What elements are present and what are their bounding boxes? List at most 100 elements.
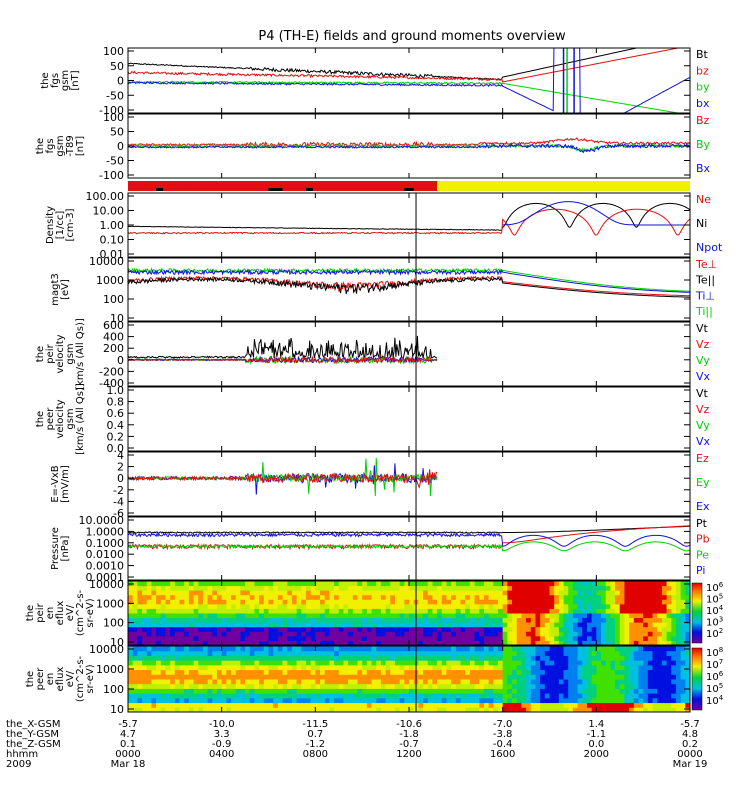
ylabel-line: (cm^2-s- — [75, 589, 86, 636]
axis-value: 0.0 — [588, 739, 604, 750]
series-bz — [128, 48, 681, 83]
figure-title: P4 (TH-E) fields and ground moments over… — [258, 29, 566, 44]
plot-area-efield — [128, 457, 438, 497]
ytick-label-fgs: 50 — [110, 60, 124, 73]
ylabel-line: the — [25, 605, 36, 621]
ytick-label-efield: -6 — [113, 507, 124, 520]
ytick-label-peer_velocity: 0.0 — [107, 442, 125, 455]
axis-value: -10.6 — [396, 719, 422, 730]
series-Te|| — [128, 276, 690, 298]
ytick-label-fgs: 0 — [117, 75, 124, 88]
ytick-label-peer_velocity: 0.2 — [107, 430, 125, 443]
series-bx — [128, 48, 690, 113]
legend-density-Npot: Npot — [696, 241, 723, 254]
legend-peir_velocity-Vx: Vx — [696, 370, 711, 383]
ytick-label-fgs: -50 — [106, 89, 124, 102]
plot-area-fgs_t89 — [128, 137, 690, 154]
legend-fgs_t89-Bx: Bx — [696, 162, 711, 175]
legend-temperature-Ti⊥: Ti⊥ — [695, 289, 715, 302]
series-Vt — [128, 335, 438, 360]
ylabel-line: Pressure — [50, 527, 61, 570]
ytick-label-fgs_t89: -50 — [106, 155, 124, 168]
ylabel-line: E=-VxB — [50, 465, 61, 502]
colorbar-peer_spec — [691, 647, 703, 711]
ytick-label-peir_velocity: -200 — [99, 365, 124, 378]
mode-tick-2 — [305, 188, 313, 191]
frame-temperature — [127, 257, 691, 322]
ylabel-peer_spec: the peer en eflux eV/(cm^2-s-sr-eV) — [25, 655, 96, 702]
ylabel-line: [nT] — [70, 70, 81, 90]
ytick-label-efield: 2 — [117, 461, 124, 474]
mode-segment-0 — [128, 181, 438, 191]
series-Pe — [128, 541, 690, 552]
ytick-label-peir_spec: 10000 — [89, 578, 124, 591]
ylabel-line: gsm — [65, 408, 76, 429]
ylabel-line: [nT] — [75, 136, 86, 156]
ylabel-line: -T89 — [65, 135, 76, 157]
axis-value: 1.4 — [588, 719, 604, 730]
ylabel-line: eV/ — [65, 670, 76, 687]
colorbar-label: 103 — [706, 616, 723, 629]
ytick-label-peer_velocity: 0.8 — [107, 396, 125, 409]
ytick-label-pressure: 0.0100 — [86, 548, 125, 561]
ytick-label-temperature: 100 — [103, 293, 124, 306]
frame-pressure — [127, 516, 691, 581]
colorbar-label: 106 — [706, 670, 724, 683]
ytick-label-pressure: 0.0010 — [86, 560, 125, 573]
ylabel-line: peer — [45, 407, 56, 431]
legend-peir_velocity-Vt: Vt — [696, 322, 709, 335]
mode-segment-1 — [437, 181, 690, 191]
ylabel-peir_spec: the peir en eflux eV/(cm^2-s-sr-eV) — [25, 589, 96, 636]
axis-value: -0.7 — [399, 739, 419, 750]
legend-efield-Ey: Ey — [696, 476, 710, 489]
ytick-label-pressure: 0.0001 — [86, 571, 125, 584]
ytick-label-peer_velocity: 1.0 — [107, 384, 125, 397]
ytick-label-fgs_t89: 50 — [110, 126, 124, 139]
axis-value: 0.2 — [682, 739, 698, 750]
frame-efield — [127, 451, 691, 517]
ylabel-line: [1/cc] — [55, 211, 66, 240]
ylabel-line: [cm-3] — [65, 208, 76, 241]
ylabel-line: magt3 — [50, 273, 61, 306]
legend-fgs-Bt: Bt — [696, 48, 709, 61]
ylabel-peir_velocity: the peir velocity gsm [km/s (All Qs)] — [35, 318, 86, 390]
series-Ni — [128, 202, 690, 231]
ylabel-line: velocity — [55, 334, 66, 373]
ylabel-line: fgs — [45, 138, 56, 153]
ylabel-density: Density [1/cc] [cm-3] — [45, 206, 76, 244]
ylabel-line: eflux — [55, 601, 66, 626]
ytick-label-density: 100.00 — [86, 190, 125, 203]
legend-peer_velocity-Vz: Vz — [696, 403, 710, 416]
ylabel-line: velocity — [55, 399, 66, 438]
legend-temperature-Ti||: Ti|| — [695, 305, 713, 318]
series-Vz — [128, 355, 438, 365]
ytick-label-peir_velocity: 0 — [117, 354, 124, 367]
mode-tick-3 — [404, 188, 414, 191]
axis-value: 4.8 — [682, 729, 698, 740]
series-by — [128, 80, 681, 113]
plot-area-fgs — [128, 48, 690, 113]
axis-value: -1.2 — [306, 739, 326, 750]
axis-value: 0000 — [677, 749, 702, 760]
series-Ne — [128, 208, 690, 236]
ytick-label-efield: -4 — [113, 495, 124, 508]
ylabel-fgs: the fgs gsm [nT] — [40, 70, 81, 91]
axis-value: -10.0 — [209, 719, 235, 730]
ylabel-line: sr-eV) — [85, 664, 96, 693]
ytick-label-temperature: 10000 — [89, 255, 124, 268]
ylabel-line: [eV] — [60, 279, 71, 300]
axis-value: -1.1 — [587, 729, 607, 740]
axis-value: 0400 — [209, 749, 234, 760]
colorbar-label: 102 — [706, 627, 723, 640]
ylabel-pressure: Pressure [nPa] — [50, 527, 71, 570]
ytick-label-density: 0.10 — [100, 234, 125, 247]
ytick-label-fgs: 100 — [103, 45, 124, 58]
colorbar-label: 105 — [706, 682, 723, 695]
ytick-label-pressure: 1.0000 — [86, 525, 125, 538]
ylabel-line: fgs — [50, 73, 61, 88]
ytick-label-density: 0.01 — [100, 248, 125, 261]
plot-area-peir_spec — [128, 581, 690, 645]
legend-peer_velocity-Vy: Vy — [696, 419, 710, 432]
ylabel-line: the — [35, 346, 46, 362]
